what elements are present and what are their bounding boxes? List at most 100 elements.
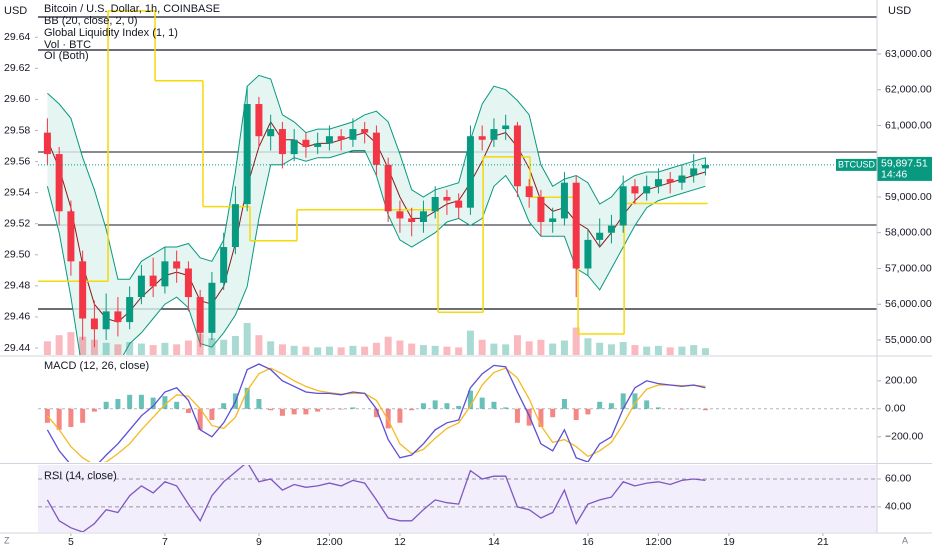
macd-histogram	[644, 400, 650, 409]
volume-bar	[525, 341, 533, 355]
volume-bar	[114, 344, 122, 355]
x-tick-label: 12	[394, 536, 406, 548]
x-tick-label: 14	[488, 536, 500, 548]
macd-histogram	[514, 408, 520, 423]
candle-body	[67, 211, 75, 262]
volume-bar	[572, 327, 580, 355]
candle-body	[502, 125, 510, 130]
candle-body	[513, 125, 521, 187]
x-tick-label: 21	[817, 536, 829, 548]
volume-bar	[278, 344, 286, 355]
macd-histogram	[221, 403, 227, 409]
macd-histogram	[409, 408, 415, 411]
candle-body	[220, 247, 228, 283]
candle-body	[126, 297, 134, 323]
candle-body	[607, 225, 615, 233]
volume-bar	[90, 339, 98, 355]
candle-body	[372, 132, 380, 165]
volume-bar	[126, 342, 134, 355]
y2-tick-label: 29.44	[4, 342, 30, 354]
last-price-tag	[877, 156, 932, 181]
volume-bar	[607, 344, 615, 355]
macd-histogram	[338, 408, 344, 410]
chart-title: Bitcoin / U.S. Dollar, 1h, COINBASE	[44, 3, 220, 15]
x-tick-label: 12:00	[645, 536, 671, 548]
macd-histogram	[561, 399, 567, 409]
volume-bar	[584, 338, 592, 355]
volume-bar	[502, 344, 510, 355]
right-axis-unit: USD	[888, 5, 911, 17]
candle-body	[137, 275, 145, 298]
candle-body	[43, 132, 51, 155]
candle-body	[572, 182, 580, 269]
footer-icon[interactable]: A	[902, 535, 908, 545]
symbol-label: BTCUSD	[838, 159, 876, 169]
candle-body	[314, 143, 322, 147]
candle-body	[55, 154, 63, 212]
volume-bar	[690, 345, 698, 355]
macd-histogram	[573, 408, 579, 420]
volume-bar	[466, 330, 474, 355]
macd-histogram	[679, 408, 685, 410]
volume-bar	[654, 345, 662, 355]
y-tick-label: 58,000.00	[885, 227, 932, 239]
macd-histogram	[538, 408, 544, 427]
candle-body	[184, 268, 192, 298]
macd-histogram	[632, 393, 638, 409]
macd-histogram	[326, 408, 332, 410]
volume-bar	[384, 336, 392, 355]
macd-histogram	[550, 408, 556, 418]
macd-histogram	[103, 401, 109, 409]
y2-tick-label: 29.58	[4, 124, 30, 136]
candle-body	[408, 218, 416, 223]
volume-bar	[243, 323, 251, 355]
macd-histogram	[268, 408, 274, 411]
macd-line	[46, 363, 706, 462]
y-tick-label: 60.00	[885, 473, 911, 485]
volume-bar	[631, 345, 639, 355]
candle-body	[525, 186, 533, 197]
y2-tick-label: 29.64	[4, 31, 30, 43]
candle-body	[560, 182, 568, 219]
candle-body	[396, 211, 404, 219]
macd-histogram	[68, 408, 74, 427]
candle-body	[478, 136, 486, 140]
candle-body	[361, 129, 369, 133]
candle-body	[596, 232, 604, 240]
macd-histogram	[373, 408, 379, 418]
footer-icon[interactable]: Z	[4, 535, 10, 545]
macd-histogram	[162, 396, 168, 409]
y-tick-label: 40.00	[885, 501, 911, 513]
volume-bar	[478, 339, 486, 355]
candle-body	[90, 318, 98, 330]
volume-bar	[149, 345, 157, 355]
x-tick-label: 7	[162, 536, 168, 548]
candle-body	[173, 261, 181, 269]
candle-body	[490, 129, 498, 140]
macd-pane	[38, 363, 877, 462]
volume-bar	[302, 346, 310, 355]
y-tick-label: 55,000.00	[885, 334, 932, 346]
x-tick-label: 9	[256, 536, 262, 548]
macd-histogram	[491, 401, 497, 409]
x-tick-label: 5	[68, 536, 74, 548]
candle-body	[278, 129, 286, 155]
macd-histogram	[127, 394, 133, 409]
macd-histogram	[467, 390, 473, 409]
candle-body	[255, 104, 263, 137]
volume-bar	[137, 343, 145, 355]
candle-body	[290, 139, 298, 155]
volume-bar	[490, 343, 498, 355]
rsi-band	[38, 465, 877, 532]
last-price-label: 59,897.51	[881, 158, 928, 170]
y2-tick-label: 29.46	[4, 311, 30, 323]
candle-body	[337, 136, 345, 140]
volume-bar	[396, 340, 404, 355]
y2-tick-label: 29.52	[4, 218, 30, 230]
candle-body	[701, 164, 709, 169]
volume-bar	[408, 343, 416, 355]
candle-body	[325, 136, 333, 144]
volume-bar	[349, 345, 357, 355]
x-tick-label: 16	[582, 536, 594, 548]
